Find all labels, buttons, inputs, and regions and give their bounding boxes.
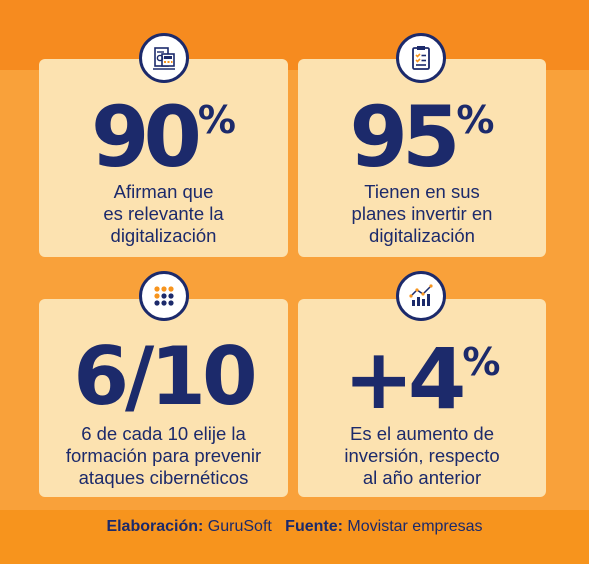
stat-card-digital-relevance: 90% Afirman que es relevante la digitali… — [39, 59, 288, 257]
stat-value: 95% — [349, 88, 495, 186]
top-band — [0, 0, 589, 70]
elaboracion-value: GuruSoft — [207, 518, 272, 535]
dots-grid-icon — [139, 271, 189, 321]
footer-credits: Elaboración: GuruSoft Fuente: Movistar e… — [0, 518, 589, 536]
stat-card-investment-increase: +4% Es el aumento de inversión, respecto… — [298, 299, 546, 497]
stat-value: 90% — [91, 88, 236, 186]
checklist-icon — [396, 33, 446, 83]
stat-description: Es el aumento de inversión, respecto al … — [344, 423, 500, 488]
fuente-label: Fuente: — [285, 518, 343, 535]
stat-value: +4% — [343, 330, 501, 428]
stat-description: 6 de cada 10 elije la formación para pre… — [65, 423, 262, 488]
report-icon — [139, 33, 189, 83]
stat-description: Tienen en sus planes invertir en digital… — [351, 181, 493, 246]
fuente-value: Movistar empresas — [347, 518, 483, 535]
stat-card-investment-plans: 95% Tienen en sus planes invertir en dig… — [298, 59, 546, 257]
stat-card-cyber-training: 6/10 6 de cada 10 elije la formación par… — [39, 299, 288, 497]
growth-chart-icon — [396, 271, 446, 321]
stat-value: 6/10 — [73, 330, 257, 423]
elaboracion-label: Elaboración: — [106, 518, 204, 535]
stat-description: Afirman que es relevante la digitalizaci… — [103, 181, 224, 246]
